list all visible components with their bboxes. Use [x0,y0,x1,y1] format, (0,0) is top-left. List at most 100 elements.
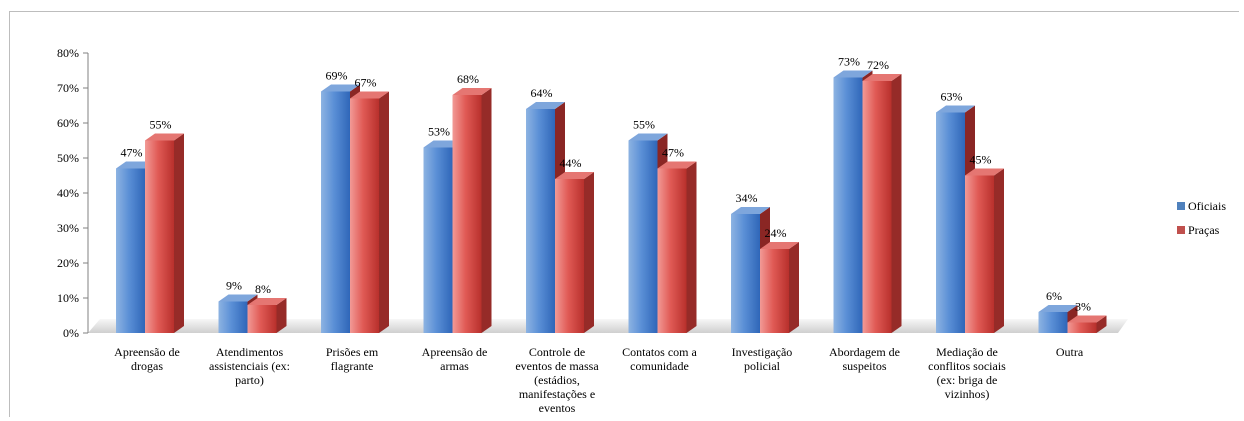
bar-praças-0 [145,133,184,333]
bar-top [145,133,184,141]
category-label: (ex: briga de [937,373,998,387]
data-label: 34% [736,191,758,205]
data-label: 8% [255,282,271,296]
category-label: vizinhos) [945,387,990,401]
y-tick-label: 30% [57,221,79,235]
bar-front [247,305,277,333]
category-label: eventos de massa [515,359,599,373]
bar-top [628,133,668,141]
bar-praças-4 [555,172,594,333]
data-label: 68% [457,72,479,86]
bar-top [657,161,697,169]
bar-front [555,179,584,333]
data-label: 69% [326,69,348,83]
category-label: (estádios, [534,373,580,387]
y-tick-label: 40% [57,186,79,200]
bar-top [247,298,287,305]
bar-top [321,84,360,92]
bar-side [891,74,902,333]
data-label: 6% [1046,289,1062,303]
bar-front [526,109,555,333]
category-label: Apreensão de [114,345,180,359]
data-label: 55% [150,118,172,132]
bar-praças-2 [350,91,389,333]
y-tick-label: 60% [57,116,79,130]
bar-front [731,214,760,333]
bar-top [452,88,492,95]
bar-front [833,77,863,333]
category-label: Contatos com a [622,345,697,359]
data-label: 47% [121,146,143,160]
y-tick-label: 0% [63,326,79,340]
bar-front [760,249,789,333]
data-label: 24% [765,226,787,240]
category-label: Controle de [529,345,585,359]
bar-front [452,95,482,333]
bar-praças-3 [452,88,492,333]
category-label: Abordagem de [829,345,900,359]
bar-front [936,112,965,333]
category-label: Atendimentos [216,345,284,359]
category-label: armas [440,359,469,373]
data-label: 63% [941,90,963,104]
bar-front [628,140,658,333]
bar-top [862,74,902,81]
category-label: assistenciais (ex: [209,359,290,373]
bar-top [555,172,594,179]
bar-praças-7 [862,74,902,333]
data-label: 3% [1075,300,1091,314]
category-label: Prisões em [326,345,379,359]
category-label: Outra [1056,345,1084,359]
bar-top [218,294,258,302]
bar-front [350,98,379,333]
y-tick-label: 50% [57,151,79,165]
legend-swatch-oficiais [1177,202,1185,210]
bar-praças-1 [247,298,287,333]
data-label: 73% [838,55,860,69]
bar-praças-8 [965,168,1004,333]
bar-front [145,140,174,333]
data-label: 67% [355,76,377,90]
bar-side [379,91,389,333]
category-label: Apreensão de [422,345,488,359]
bar-praças-9 [1067,315,1107,333]
y-tick-label: 10% [57,291,79,305]
category-label: policial [744,359,781,373]
bar-praças-5 [657,161,697,333]
bar-praças-6 [760,242,799,333]
category-label: drogas [131,359,163,373]
data-label: 9% [226,279,242,293]
category-label: manifestações e [519,387,595,401]
legend-label: Oficiais [1188,199,1226,213]
bar-side [994,168,1004,333]
data-label: 45% [970,153,992,167]
bar-side [584,172,594,333]
bar-top [833,70,873,78]
y-tick-label: 80% [57,46,79,60]
bar-front [1038,312,1068,333]
bar-side [276,298,287,333]
category-label: comunidade [630,359,689,373]
bar-front [657,168,687,333]
bar-top [760,242,799,249]
category-label: parto) [235,373,264,387]
bar-side [174,133,184,333]
data-label: 44% [560,156,582,170]
data-label: 47% [662,146,684,160]
category-label: suspeitos [842,359,886,373]
category-label: Investigação [732,345,793,359]
bar-side [481,88,492,333]
category-label: flagrante [331,359,374,373]
bar-side [686,161,697,333]
bar-front [321,91,350,333]
y-tick-label: 20% [57,256,79,270]
bar-top [1067,315,1107,323]
category-label: eventos [539,401,576,415]
category-label: Mediação de [936,345,998,359]
bar-top [731,207,770,214]
data-label: 55% [633,118,655,132]
bar-front [218,301,248,333]
bar-top [1038,305,1078,312]
bar-front [423,147,453,333]
chart-frame [9,11,1239,417]
